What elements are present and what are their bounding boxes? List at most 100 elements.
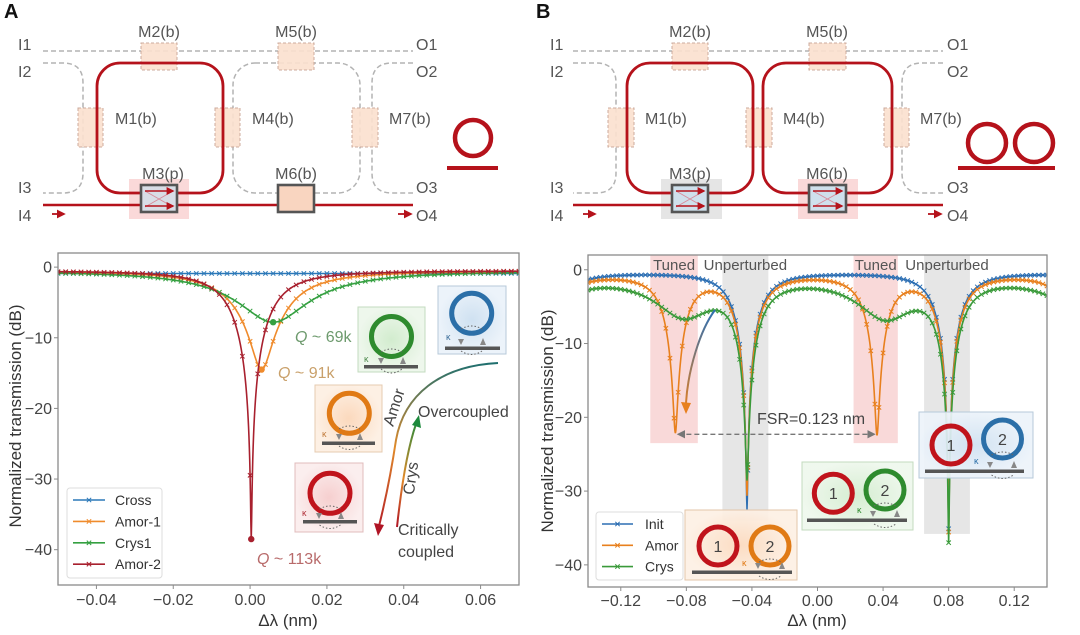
marker-amor-2 xyxy=(408,269,414,275)
marker-cross xyxy=(201,270,207,277)
marker-crys1 xyxy=(239,303,245,309)
marker-crys1 xyxy=(393,274,399,280)
marker-init xyxy=(659,272,665,278)
marker-amor xyxy=(732,322,739,328)
marker-crys xyxy=(593,286,599,292)
marker-crys xyxy=(589,286,595,292)
ring-icon xyxy=(369,314,414,359)
marker-crys1 xyxy=(316,293,322,299)
marker-amor-2 xyxy=(255,371,261,377)
coupling-triangle-icon xyxy=(316,513,322,519)
marker-crys xyxy=(692,314,698,320)
marker-crys xyxy=(1044,292,1047,299)
marker-amor-2 xyxy=(262,327,269,333)
marker-amor xyxy=(1015,277,1021,283)
port-i4: I4 xyxy=(550,208,563,225)
marker-amor xyxy=(765,295,771,301)
marker-amor xyxy=(634,280,640,286)
xtick-label: 0.04 xyxy=(388,592,419,609)
tuning-arrow xyxy=(685,309,716,404)
marker-amor-1 xyxy=(301,289,307,295)
marker-crys xyxy=(802,286,808,292)
mode-field-icon xyxy=(338,425,361,430)
marker-crys xyxy=(687,316,694,322)
marker-crys xyxy=(839,292,845,298)
mode-field-icon xyxy=(758,558,782,563)
bus-icon xyxy=(925,469,1024,473)
marker-crys1 xyxy=(278,318,284,324)
legend-marker xyxy=(86,518,92,524)
marker-crys xyxy=(741,402,747,408)
marker-init xyxy=(630,272,636,278)
xtick-label: 0.06 xyxy=(465,592,496,609)
dip-minimum-amor-2 xyxy=(248,535,255,543)
marker-crys xyxy=(814,286,821,292)
marker-crys xyxy=(982,289,989,295)
marker-amor-2 xyxy=(347,271,353,277)
marker-cross xyxy=(270,270,276,277)
q-label-amor-2: Q ~ 113k xyxy=(257,551,322,568)
marker-amor xyxy=(790,279,796,285)
ytick-label: −40 xyxy=(25,542,52,559)
marker-init xyxy=(868,272,874,279)
series-crys1 xyxy=(58,269,519,326)
marker-crys xyxy=(626,288,632,294)
critically-coupled-label-line2: coupled xyxy=(398,544,454,561)
q-symbol: Q xyxy=(257,551,269,568)
marker-amor-2 xyxy=(70,269,76,275)
inset-cross-ring: κ xyxy=(437,285,507,355)
port-o1: O1 xyxy=(416,37,437,54)
ring-icon xyxy=(1012,121,1056,165)
ytick-label: −30 xyxy=(555,484,582,501)
marker-amor xyxy=(843,284,849,290)
marker-cross xyxy=(239,270,245,277)
marker-init xyxy=(696,276,702,282)
ring-1-icon xyxy=(696,524,740,568)
marker-crys xyxy=(860,304,866,310)
marker-amor-2 xyxy=(493,268,499,274)
marker-crys xyxy=(618,286,624,292)
marker-crys xyxy=(917,308,923,314)
marker-crys xyxy=(614,286,620,292)
marker-init xyxy=(819,273,825,279)
marker-amor xyxy=(1032,279,1038,285)
marker-amor xyxy=(864,321,870,327)
marker-amor-2 xyxy=(416,269,422,275)
marker-init xyxy=(1015,273,1021,279)
marker-amor-2 xyxy=(232,319,238,325)
q-value: ~ 91k xyxy=(290,365,335,382)
marker-crys xyxy=(679,316,685,322)
marker-amor xyxy=(872,401,878,407)
port-i4: I4 xyxy=(18,208,31,225)
marker-crys xyxy=(778,291,784,297)
mode-field-icon xyxy=(380,368,403,374)
marker-amor-2 xyxy=(485,268,491,274)
coupling-triangle-icon xyxy=(400,357,406,364)
marker-amor-2 xyxy=(124,270,130,276)
marker-amor xyxy=(798,278,804,284)
marker-cross xyxy=(285,270,292,277)
marker-amor-2 xyxy=(163,272,169,278)
marker-init xyxy=(831,272,837,278)
marker-amor-2 xyxy=(301,279,307,285)
ytick-label: −30 xyxy=(25,472,52,489)
marker-cross xyxy=(316,270,322,277)
marker-amor-2 xyxy=(516,268,519,274)
marker-amor-2 xyxy=(462,268,468,275)
marker-amor xyxy=(687,306,694,312)
ring-2-icon xyxy=(863,468,907,512)
legend-item-init: Init xyxy=(602,516,664,532)
marker-init xyxy=(1032,272,1038,278)
ytick-label: −40 xyxy=(555,557,582,574)
marker-crys xyxy=(991,287,997,293)
marker-init xyxy=(626,272,632,278)
coupler-m7 xyxy=(351,107,379,148)
marker-crys xyxy=(1007,285,1013,291)
coupling-triangle-icon xyxy=(336,434,342,440)
marker-amor-2 xyxy=(478,268,484,274)
mode-field-icon xyxy=(873,502,897,507)
overcoupled-label: Overcoupled xyxy=(418,404,509,421)
panel-a-diagram: A I1 I2 I3 I4 O1 O2 O3 O4 M2(b) M5(b) M1… xyxy=(4,1,498,225)
ytick-label: 0 xyxy=(43,260,52,277)
marker-cross xyxy=(178,270,184,277)
